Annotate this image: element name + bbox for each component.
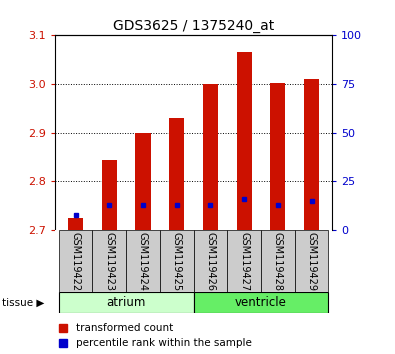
Bar: [194, 292, 328, 313]
Bar: [68, 218, 83, 230]
Text: tissue ▶: tissue ▶: [2, 298, 44, 308]
Bar: [295, 230, 328, 292]
Text: GSM119422: GSM119422: [71, 232, 81, 291]
Bar: [126, 230, 160, 292]
Bar: [270, 82, 286, 230]
Text: GSM119423: GSM119423: [104, 232, 114, 291]
Bar: [135, 133, 150, 230]
Bar: [227, 230, 261, 292]
Text: percentile rank within the sample: percentile rank within the sample: [77, 338, 252, 348]
Bar: [261, 230, 295, 292]
Text: ventricle: ventricle: [235, 296, 287, 309]
Bar: [169, 118, 184, 230]
Bar: [59, 292, 194, 313]
Text: GSM119426: GSM119426: [205, 232, 215, 291]
Text: GSM119427: GSM119427: [239, 232, 249, 291]
Text: transformed count: transformed count: [77, 322, 174, 332]
Bar: [304, 79, 319, 230]
Text: atrium: atrium: [106, 296, 146, 309]
Text: GSM119424: GSM119424: [138, 232, 148, 291]
Bar: [59, 230, 92, 292]
Bar: [160, 230, 194, 292]
Text: GSM119429: GSM119429: [307, 232, 316, 291]
Bar: [92, 230, 126, 292]
Bar: [194, 230, 227, 292]
Bar: [102, 160, 117, 230]
Text: GSM119425: GSM119425: [172, 232, 182, 291]
Bar: [203, 84, 218, 230]
Title: GDS3625 / 1375240_at: GDS3625 / 1375240_at: [113, 19, 274, 33]
Text: GSM119428: GSM119428: [273, 232, 283, 291]
Bar: [237, 52, 252, 230]
